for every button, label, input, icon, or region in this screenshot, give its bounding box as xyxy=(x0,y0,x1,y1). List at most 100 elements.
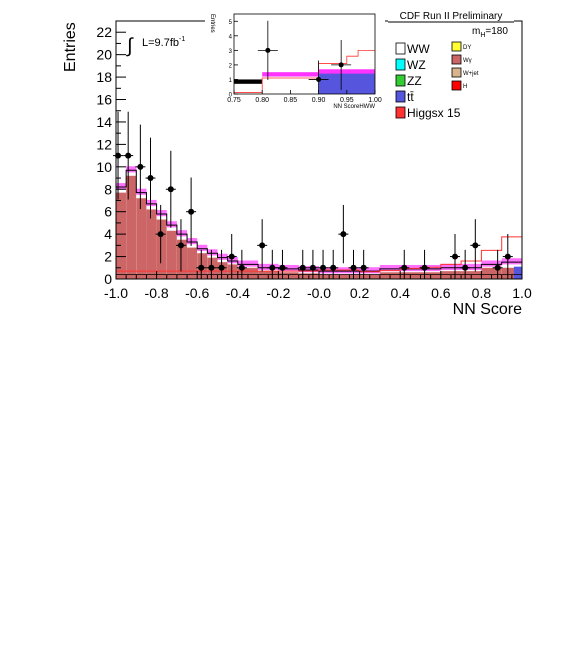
data-point xyxy=(196,249,207,279)
uncertainty-band xyxy=(136,188,147,195)
uncertainty-band xyxy=(420,264,441,272)
data-point xyxy=(307,249,318,279)
legend-label: H xyxy=(463,84,467,90)
data-point xyxy=(460,249,471,279)
x-tick-label: -0.8 xyxy=(145,285,169,301)
wgamma-bar xyxy=(501,267,522,279)
inset-band xyxy=(318,69,375,74)
mass-label: mH=180 xyxy=(472,26,508,39)
legend-label: Wγ xyxy=(463,58,472,64)
data-point xyxy=(328,249,339,279)
x-tick-label: 0.2 xyxy=(350,285,370,301)
y-tick-label: 6 xyxy=(104,204,112,220)
y-axis-label: Entries xyxy=(62,22,79,72)
uncertainty-band xyxy=(227,257,238,264)
y-tick-label: 18 xyxy=(96,69,112,85)
y-tick-label: 14 xyxy=(96,114,112,130)
legend-swatch xyxy=(451,41,462,52)
uncertainty-band xyxy=(116,183,127,190)
x-tick-label: 1.0 xyxy=(512,285,532,301)
inset-frame xyxy=(233,13,376,95)
title-box: CDF Run II Preliminary xyxy=(388,8,514,23)
uncertainty-band xyxy=(298,266,319,273)
uncertainty-band xyxy=(258,263,279,271)
y-tick-label: 20 xyxy=(96,47,112,63)
x-axis-label: NN Score xyxy=(453,301,522,318)
legend-label: W+jet xyxy=(463,71,479,77)
legend-swatch xyxy=(451,80,462,91)
x-tick-label: -0.6 xyxy=(185,285,209,301)
y-tick-label: 22 xyxy=(96,24,112,40)
data-point xyxy=(165,150,176,228)
legend-swatch xyxy=(395,90,406,103)
legend-entry: Wγ xyxy=(451,54,472,65)
legend-entry: WW xyxy=(395,42,430,56)
data-point xyxy=(338,204,349,264)
data-point xyxy=(175,219,186,272)
data-point xyxy=(145,137,156,219)
data-point xyxy=(257,219,268,272)
data-point xyxy=(450,233,461,279)
inset-higgs-line xyxy=(234,49,375,93)
uncertainty-band xyxy=(379,264,401,272)
x-tick-label: 0.8 xyxy=(472,285,492,301)
uncertainty-band xyxy=(440,263,462,271)
y-tick-label: 16 xyxy=(96,92,112,108)
inset-ww-bar xyxy=(234,84,263,94)
wgamma-bar xyxy=(187,247,198,279)
inset-y-tick-label: 5 xyxy=(229,20,233,26)
data-point xyxy=(318,249,329,279)
inset-y-tick-label: 0 xyxy=(229,93,233,99)
legend-entry: ZZ xyxy=(395,74,422,88)
uncertainty-band xyxy=(176,230,188,237)
inset-data-point xyxy=(257,20,278,80)
legend-swatch xyxy=(395,74,406,87)
inset-ww-bar xyxy=(262,78,319,94)
wgamma-bar xyxy=(481,267,502,279)
wgamma-bar xyxy=(176,239,188,279)
y-tick-label: 10 xyxy=(96,159,112,175)
wgamma-bar xyxy=(156,219,167,279)
uncertainty-band xyxy=(359,267,380,274)
higgs-x15-line xyxy=(116,236,522,273)
data-point xyxy=(297,249,308,279)
wgamma-bar xyxy=(136,198,147,279)
integral-sign-icon: ∫ xyxy=(126,35,134,57)
uncertainty-band xyxy=(501,258,522,265)
data-point xyxy=(216,249,227,279)
inset-x-tick-label: 0.95 xyxy=(340,97,354,104)
inset-data-point xyxy=(308,60,329,94)
inset-x-tick-label: 0.85 xyxy=(284,97,298,104)
inset-data-point xyxy=(331,39,352,90)
inset-x-tick-label: 0.80 xyxy=(255,97,269,104)
legend-entry: H xyxy=(451,80,467,91)
legend-swatch xyxy=(451,67,462,78)
legend-entry: Higgsx 15 xyxy=(395,106,461,120)
inset-x-axis-label: NN ScoreHWW xyxy=(333,104,375,110)
y-tick-label: 0 xyxy=(104,271,112,287)
lumi-annotation: ∫ L=9.7fb-1 xyxy=(126,35,185,57)
uncertainty-band xyxy=(146,199,157,207)
x-tick-label: -0.2 xyxy=(266,285,290,301)
wgamma-bar xyxy=(116,192,127,279)
data-point xyxy=(277,249,288,279)
y-tick-label: 2 xyxy=(104,249,112,265)
data-point xyxy=(123,111,134,200)
legend-entry: tt̄ xyxy=(395,90,414,104)
legend-swatch xyxy=(395,106,406,119)
legend-label: ZZ xyxy=(407,74,422,88)
x-tick-label: 0.6 xyxy=(431,285,451,301)
uncertainty-band xyxy=(481,260,502,267)
uncertainty-band xyxy=(166,221,177,228)
wgamma-bar xyxy=(126,175,137,279)
ttbar-bar xyxy=(513,266,522,279)
inset-ww-bar xyxy=(318,76,375,94)
data-point xyxy=(155,204,166,264)
legend-swatch xyxy=(395,58,406,71)
data-point xyxy=(226,233,237,279)
uncertainty-band xyxy=(237,260,259,267)
data-point xyxy=(419,249,430,279)
legend-entry: DY xyxy=(451,41,471,52)
inset-y-tick-label: 4 xyxy=(229,34,233,40)
